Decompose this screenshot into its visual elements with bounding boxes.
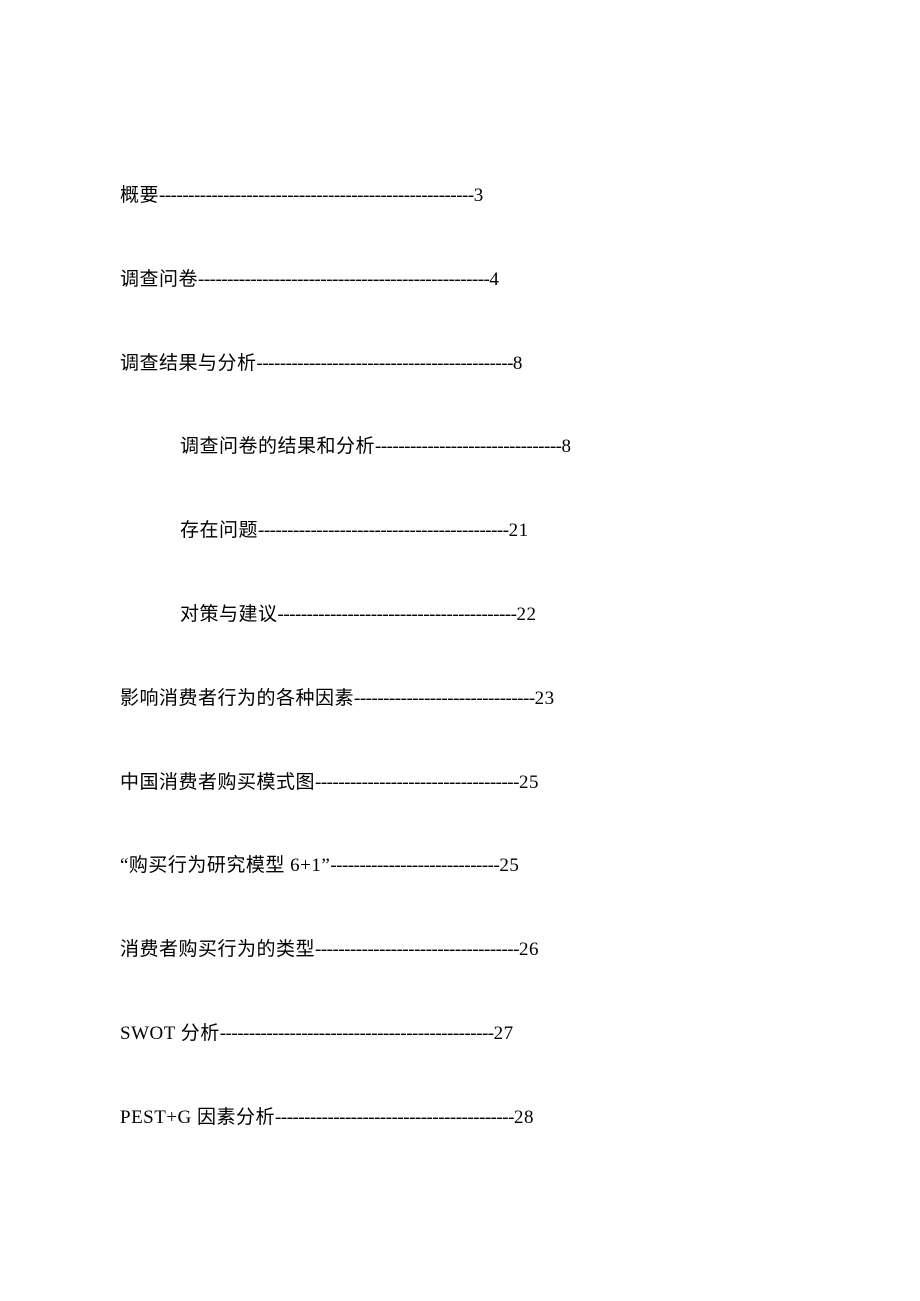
toc-spacer xyxy=(120,627,795,688)
toc-entry-title: 调查结果与分析 xyxy=(120,353,257,376)
toc-entry-page: 28 xyxy=(514,1107,534,1130)
toc-spacer xyxy=(120,1046,795,1107)
toc-spacer xyxy=(120,878,795,939)
toc-entry-leader: ------------------------------- xyxy=(354,688,535,711)
toc-entry-title: 存在问题 xyxy=(180,520,258,543)
toc-entry-page: 3 xyxy=(474,185,484,208)
toc-entry-leader: ----------------------------------- xyxy=(315,772,519,795)
toc-entry-title: “购买行为研究模型 6+1” xyxy=(120,855,330,878)
toc-entry-page: 8 xyxy=(561,436,571,459)
toc-spacer xyxy=(120,962,795,1023)
toc-entry-page: 22 xyxy=(516,604,536,627)
toc-entry-page: 27 xyxy=(494,1023,514,1046)
toc-entry-page: 25 xyxy=(499,855,519,878)
toc-entry-title: 调查问卷的结果和分析 xyxy=(180,436,375,459)
toc-entry-page: 25 xyxy=(519,772,539,795)
toc-entry: “购买行为研究模型 6+1” -------------------------… xyxy=(120,855,795,878)
toc-spacer xyxy=(120,459,795,520)
toc-entry-leader: ----------------------------------------… xyxy=(220,1023,494,1046)
toc-entry-page: 26 xyxy=(519,939,539,962)
toc-container: 概要--------------------------------------… xyxy=(120,185,795,1130)
toc-entry-title: 概要 xyxy=(120,185,159,208)
toc-entry: 调查问卷的结果和分析 -----------------------------… xyxy=(180,436,795,459)
toc-entry: SWOT 分析 --------------------------------… xyxy=(120,1023,795,1046)
toc-entry-page: 21 xyxy=(509,520,529,543)
toc-spacer xyxy=(120,292,795,353)
toc-entry-page: 4 xyxy=(489,269,499,292)
toc-spacer xyxy=(120,711,795,772)
toc-entry-leader: -------------------------------- xyxy=(375,436,561,459)
toc-entry: 存在问题 -----------------------------------… xyxy=(180,520,795,543)
toc-entry-title: 调查问卷 xyxy=(120,269,198,292)
toc-spacer xyxy=(120,794,795,855)
toc-entry: 调查问卷------------------------------------… xyxy=(120,269,795,292)
toc-entry-title: 中国消费者购买模式图 xyxy=(120,772,315,795)
toc-entry: 概要--------------------------------------… xyxy=(120,185,795,208)
toc-entry-leader: ----------------------------------------… xyxy=(198,269,489,292)
toc-entry-leader: ----------------------------------------… xyxy=(159,185,474,208)
toc-entry: 消费者购买行为的类型 -----------------------------… xyxy=(120,939,795,962)
toc-spacer xyxy=(120,543,795,604)
toc-entry-title: PEST+G 因素分析 xyxy=(120,1107,275,1130)
toc-entry-leader: ----------------------------------------… xyxy=(275,1107,514,1130)
toc-entry-leader: ----------------------------------- xyxy=(315,939,519,962)
toc-entry-title: 消费者购买行为的类型 xyxy=(120,939,315,962)
toc-entry-page: 23 xyxy=(535,688,555,711)
toc-entry: 中国消费者购买模式图 -----------------------------… xyxy=(120,772,795,795)
toc-spacer xyxy=(120,375,795,436)
toc-entry-leader: ----------------------------------------… xyxy=(258,520,509,543)
toc-entry-page: 8 xyxy=(513,353,523,376)
toc-entry-title: SWOT 分析 xyxy=(120,1023,220,1046)
toc-entry: 调查结果与分析---------------------------------… xyxy=(120,353,795,376)
toc-entry-leader: ----------------------------- xyxy=(330,855,499,878)
toc-entry-title: 影响消费者行为的各种因素 xyxy=(120,688,354,711)
toc-entry: 影响消费者行为的各种因素 ---------------------------… xyxy=(120,688,795,711)
toc-entry: 对策与建议 ----------------------------------… xyxy=(180,604,795,627)
toc-entry-leader: ----------------------------------------… xyxy=(278,604,517,627)
toc-entry-title: 对策与建议 xyxy=(180,604,278,627)
toc-spacer xyxy=(120,208,795,269)
toc-entry-leader: ----------------------------------------… xyxy=(257,353,513,376)
toc-entry: PEST+G 因素分析 ----------------------------… xyxy=(120,1107,795,1130)
